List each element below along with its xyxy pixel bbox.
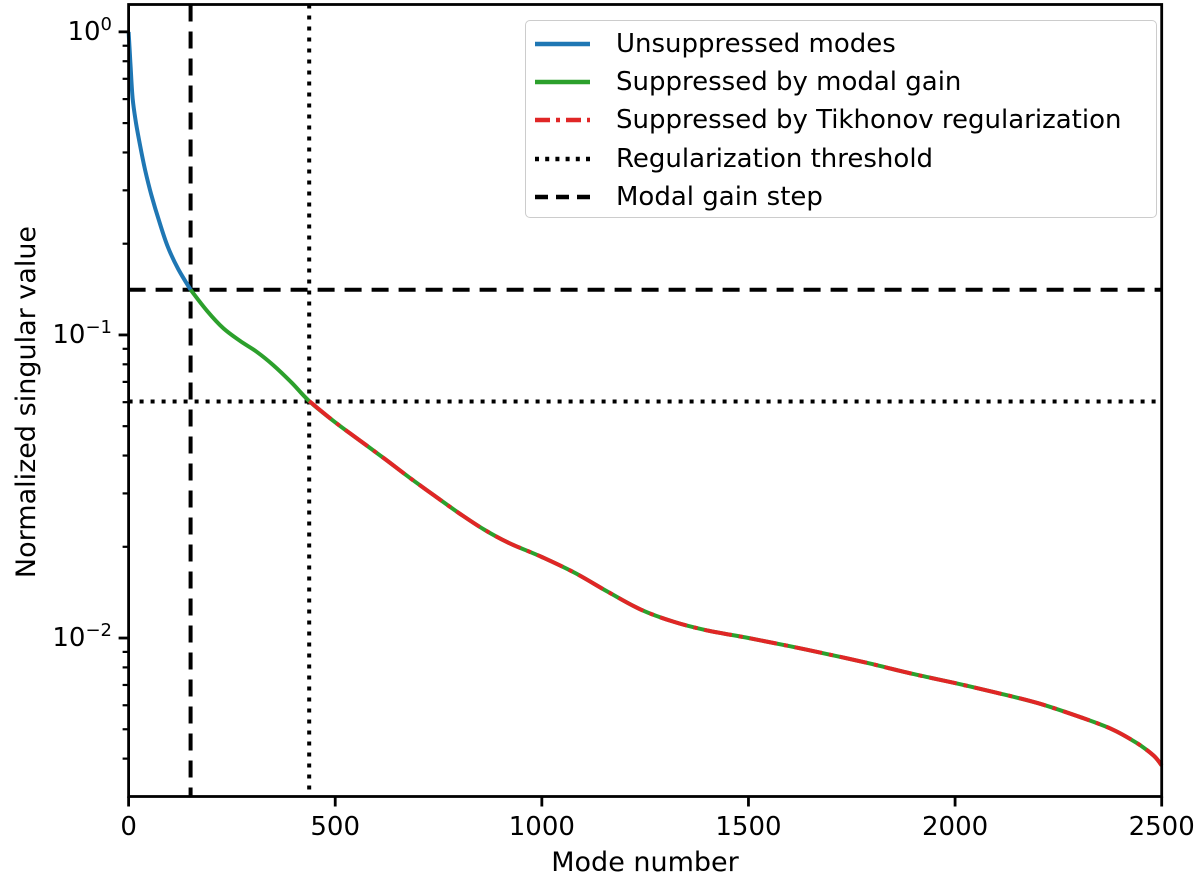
- legend-item-modal-gain-step: Modal gain step: [535, 178, 1156, 216]
- x-tick-label: 0: [120, 812, 137, 842]
- legend-item-modal-gain: Suppressed by modal gain: [535, 63, 1156, 101]
- legend: Unsuppressed modes Suppressed by modal g…: [525, 20, 1157, 218]
- legend-item-label: Suppressed by Tikhonov regularization: [616, 105, 1122, 136]
- legend-swatch-line: [535, 156, 590, 161]
- y-tick-base: 10: [52, 623, 86, 654]
- legend-item-label: Regularization threshold: [616, 143, 934, 174]
- y-tick-exponent: −1: [85, 316, 112, 338]
- blue-line-swatch-icon: [535, 30, 590, 58]
- legend-item-regularization-threshold: Regularization threshold: [535, 140, 1156, 178]
- legend-item-label: Unsuppressed modes: [616, 29, 896, 60]
- series-line-0: [126, 31, 193, 291]
- x-tick-label: 2000: [921, 812, 989, 842]
- legend-item-tikhonov-regularization: Suppressed by Tikhonov regularization: [535, 101, 1156, 139]
- y-tick-base: 10: [52, 319, 86, 350]
- x-tick-label: 1500: [715, 812, 782, 842]
- series-line-1: [188, 288, 1164, 767]
- legend-item-unsuppressed-modes: Unsuppressed modes: [535, 25, 1156, 63]
- green-line-swatch-icon: [535, 68, 590, 96]
- y-tick-label: 10−2: [12, 620, 112, 658]
- legend-swatch-line: [535, 194, 590, 200]
- y-axis-label: Normalized singular value: [11, 225, 42, 579]
- x-tick-label: 1000: [508, 812, 575, 842]
- legend-item-label: Modal gain step: [616, 181, 823, 212]
- y-tick-exponent: −2: [85, 620, 112, 642]
- dotted-line-swatch-icon: [535, 145, 590, 173]
- series-line-2: [307, 399, 1164, 767]
- legend-item-label: Suppressed by modal gain: [616, 67, 962, 98]
- x-tick-label: 2500: [1128, 812, 1195, 842]
- y-tick-base: 10: [67, 16, 101, 47]
- legend-swatch-line: [535, 118, 590, 123]
- y-tick-label: 10−1: [12, 316, 112, 355]
- y-tick-exponent: 0: [100, 13, 112, 35]
- axes-frame: [127, 3, 1164, 798]
- y-tick-label: 100: [12, 13, 112, 52]
- x-tick-label: 500: [310, 812, 361, 842]
- red-dashdot-swatch-icon: [535, 106, 590, 134]
- x-axis-label: Mode number: [551, 847, 739, 878]
- dashed-line-swatch-icon: [535, 183, 590, 211]
- legend-swatch-line: [535, 80, 590, 85]
- legend-swatch-line: [535, 41, 590, 47]
